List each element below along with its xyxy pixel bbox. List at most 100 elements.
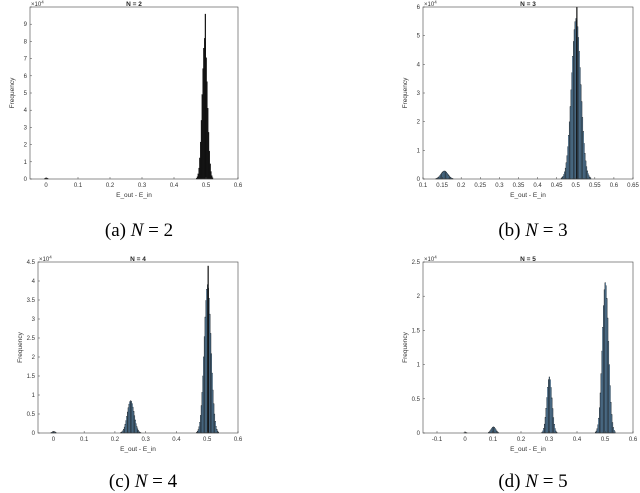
- x-tick-label: 0.45: [551, 183, 563, 189]
- y-tick-label: 5: [417, 34, 421, 40]
- x-tick-label: 0.2: [457, 183, 466, 189]
- y-tick-label: 3: [24, 125, 28, 131]
- y-tick-label: 1: [417, 363, 421, 369]
- y-axis-label: Frequency: [9, 77, 16, 108]
- x-tick-label: 0.6: [234, 183, 243, 189]
- y-axis-label: Frequency: [402, 331, 409, 362]
- chart-panel-2: 0 0.1 0.2 0.3 0.4 0.5 0.6 0 0.5 1 1.5 2 2.5 3 3.5 4 4.5 ×…: [17, 255, 243, 493]
- y-tick-label: 2: [417, 294, 421, 300]
- y-tick-label: 2.5: [27, 336, 36, 342]
- axes-frame: [37, 261, 239, 434]
- x-tick-label: 0.4: [533, 183, 542, 189]
- y-tick-label: 4: [417, 62, 421, 68]
- x-tick-label: 0.4: [573, 437, 582, 443]
- y-exponent-label: ×104: [424, 0, 437, 8]
- y-tick-label: 3.5: [27, 298, 36, 304]
- x-tick-label: 0.5: [203, 437, 212, 443]
- chart-panel-1: 0.1 0.15 0.2 0.25 0.3 0.35 0.4 0.45 0.5 0.55 0.6 0.…: [402, 0, 639, 241]
- y-tick-label: 9: [24, 22, 28, 28]
- chart-panel-0: 0 0.1 0.2 0.3 0.4 0.5 0.6 0 1 2 3 4 5 6 7 8 9 ×104 N = 2 E_…: [9, 0, 243, 241]
- histogram-cluster-3: [594, 282, 616, 434]
- y-tick-label: 4: [24, 108, 28, 114]
- y-tick-label: 6: [417, 5, 421, 11]
- x-tick-label: 0.3: [495, 183, 504, 189]
- chart-title: N = 5: [520, 256, 536, 263]
- y-tick-label: 2: [32, 355, 36, 361]
- x-tick-label: 0.65: [627, 183, 639, 189]
- y-tick-label: 1: [417, 148, 421, 154]
- y-axis-label: Frequency: [402, 77, 409, 108]
- y-axis-label: Frequency: [17, 331, 24, 362]
- y-tick-label: 4.5: [27, 260, 36, 266]
- y-tick-label: 1: [32, 393, 36, 399]
- x-axis-label: E_out - E_in: [120, 446, 156, 453]
- x-tick-label: 0.1: [74, 183, 83, 189]
- y-exponent-label: ×104: [424, 255, 437, 264]
- x-tick-label: 0.4: [170, 183, 179, 189]
- x-tick-label: 0.5: [202, 183, 211, 189]
- chart-title: N = 3: [520, 1, 536, 8]
- y-tick-label: 4: [32, 279, 36, 285]
- x-tick-label: 0.55: [589, 183, 601, 189]
- x-tick-label: 0: [463, 437, 467, 443]
- x-tick-label: 0.6: [629, 437, 638, 443]
- x-tick-label: 0.4: [172, 437, 181, 443]
- chart-panel-3: -0.1 0 0.1 0.2 0.3 0.4 0.5 0.6 0 0.5 1 1.5 2 2.5 ×104 N…: [402, 255, 638, 493]
- y-tick-label: 7: [24, 57, 28, 63]
- x-tick-label: 0: [44, 183, 48, 189]
- subfigure-caption: (d) N = 5: [498, 471, 567, 492]
- y-tick-label: 2: [24, 143, 28, 149]
- x-tick-label: 0.35: [513, 183, 525, 189]
- y-tick-label: 0: [32, 431, 36, 437]
- x-tick-label: 0.6: [234, 437, 243, 443]
- plot-area: [423, 7, 633, 179]
- y-tick-label: 0.5: [27, 412, 36, 418]
- y-tick-label: 0: [24, 177, 28, 183]
- y-tick-label: 1: [24, 160, 28, 166]
- histogram-peak-bar: [576, 7, 578, 179]
- subfigure-caption: (b) N = 3: [498, 220, 567, 241]
- x-tick-label: 0.25: [474, 183, 486, 189]
- y-tick-label: 3: [417, 91, 421, 97]
- chart-title: N = 4: [130, 256, 146, 263]
- y-tick-label: 3: [32, 317, 36, 323]
- x-tick-label: 0.2: [517, 437, 526, 443]
- y-tick-label: 0.5: [412, 397, 421, 403]
- axes-frame: [422, 261, 634, 434]
- y-tick-label: 1.5: [27, 374, 36, 380]
- plot-area: [423, 262, 633, 433]
- x-tick-label: 0.15: [436, 183, 448, 189]
- y-tick-label: 0: [417, 177, 421, 183]
- x-tick-label: -0.1: [432, 437, 443, 443]
- x-tick-label: 0.2: [106, 183, 115, 189]
- x-tick-label: 0.5: [601, 437, 610, 443]
- x-tick-label: 0.2: [111, 437, 120, 443]
- y-tick-label: 1.5: [412, 328, 421, 334]
- y-exponent-label: ×104: [39, 255, 52, 264]
- x-tick-label: 0.3: [138, 183, 147, 189]
- subfigure-caption: (a) N = 2: [105, 220, 173, 241]
- x-tick-label: 0.1: [419, 183, 428, 189]
- x-axis-label: E_out - E_in: [510, 192, 546, 199]
- x-tick-label: 0.6: [610, 183, 619, 189]
- x-tick-label: 0.3: [545, 437, 554, 443]
- y-tick-label: 2: [417, 120, 421, 126]
- histogram-peak-bar: [204, 13, 206, 179]
- x-axis-label: E_out - E_in: [116, 192, 152, 199]
- y-tick-label: 6: [24, 74, 28, 80]
- y-tick-label: 8: [24, 39, 28, 45]
- y-tick-label: 5: [24, 91, 28, 97]
- x-tick-label: 0.3: [142, 437, 151, 443]
- y-exponent-label: ×104: [31, 0, 44, 8]
- y-tick-label: 2.5: [412, 260, 421, 266]
- x-tick-label: 0.5: [572, 183, 581, 189]
- histogram-peak-bar: [207, 265, 209, 433]
- x-tick-label: 0.1: [80, 437, 89, 443]
- x-tick-label: 0.1: [489, 437, 498, 443]
- subfigure-caption: (c) N = 4: [109, 471, 178, 492]
- chart-title: N = 2: [126, 1, 142, 8]
- y-tick-label: 0: [417, 431, 421, 437]
- x-axis-label: E_out - E_in: [510, 446, 546, 453]
- x-tick-label: 0: [52, 437, 56, 443]
